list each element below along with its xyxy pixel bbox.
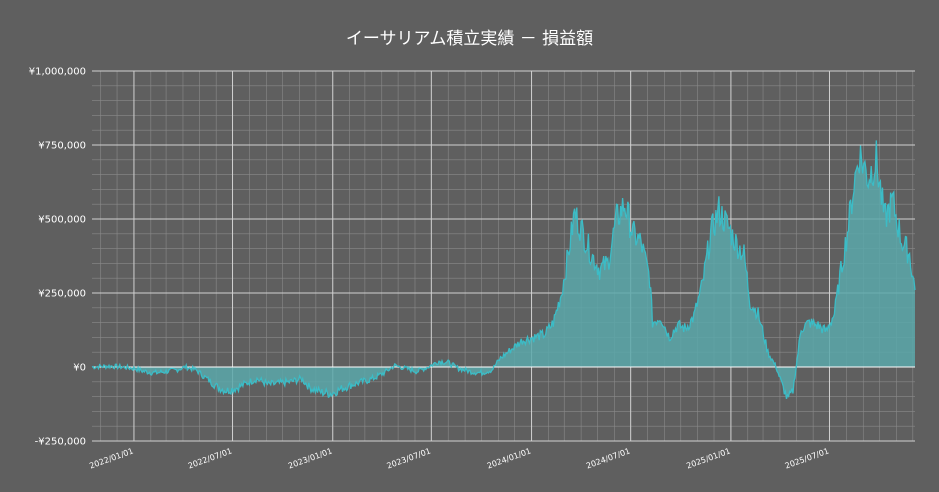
x-tick-label: 2022/01/01: [88, 446, 134, 470]
x-tick-label: 2023/07/01: [386, 446, 432, 470]
series-area: [92, 140, 915, 399]
x-tick-label: 2025/01/01: [685, 446, 731, 470]
y-tick-label: ¥250,000: [38, 289, 86, 300]
x-axis: 2022/01/01 2022/07/01 2023/01/01 2023/07/01…: [88, 446, 830, 470]
y-axis: -¥250,000 ¥0 ¥250,000 ¥500,000 ¥750,000 ¥1,00…: [29, 67, 86, 448]
x-tick-label: 2022/07/01: [187, 446, 233, 470]
y-tick-label: ¥750,000: [38, 141, 86, 152]
y-tick-label: ¥1,000,000: [29, 67, 86, 78]
x-tick-label: 2023/01/01: [287, 446, 333, 470]
series-layer: [91, 140, 916, 400]
chart-title: イーサリアム積立実績 － 損益額: [346, 29, 593, 49]
y-tick-label: -¥250,000: [35, 437, 86, 448]
x-tick-label: 2024/07/01: [585, 446, 631, 470]
series-line: [91, 140, 916, 400]
y-tick-label: ¥500,000: [38, 215, 86, 226]
y-tick-label: ¥0: [73, 363, 86, 374]
x-tick-label: 2025/07/01: [784, 446, 830, 470]
x-tick-label: 2024/01/01: [486, 446, 532, 470]
